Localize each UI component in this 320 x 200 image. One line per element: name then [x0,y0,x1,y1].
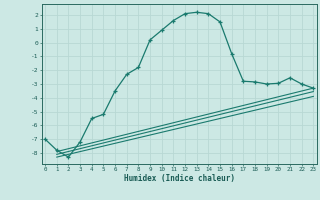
X-axis label: Humidex (Indice chaleur): Humidex (Indice chaleur) [124,174,235,183]
